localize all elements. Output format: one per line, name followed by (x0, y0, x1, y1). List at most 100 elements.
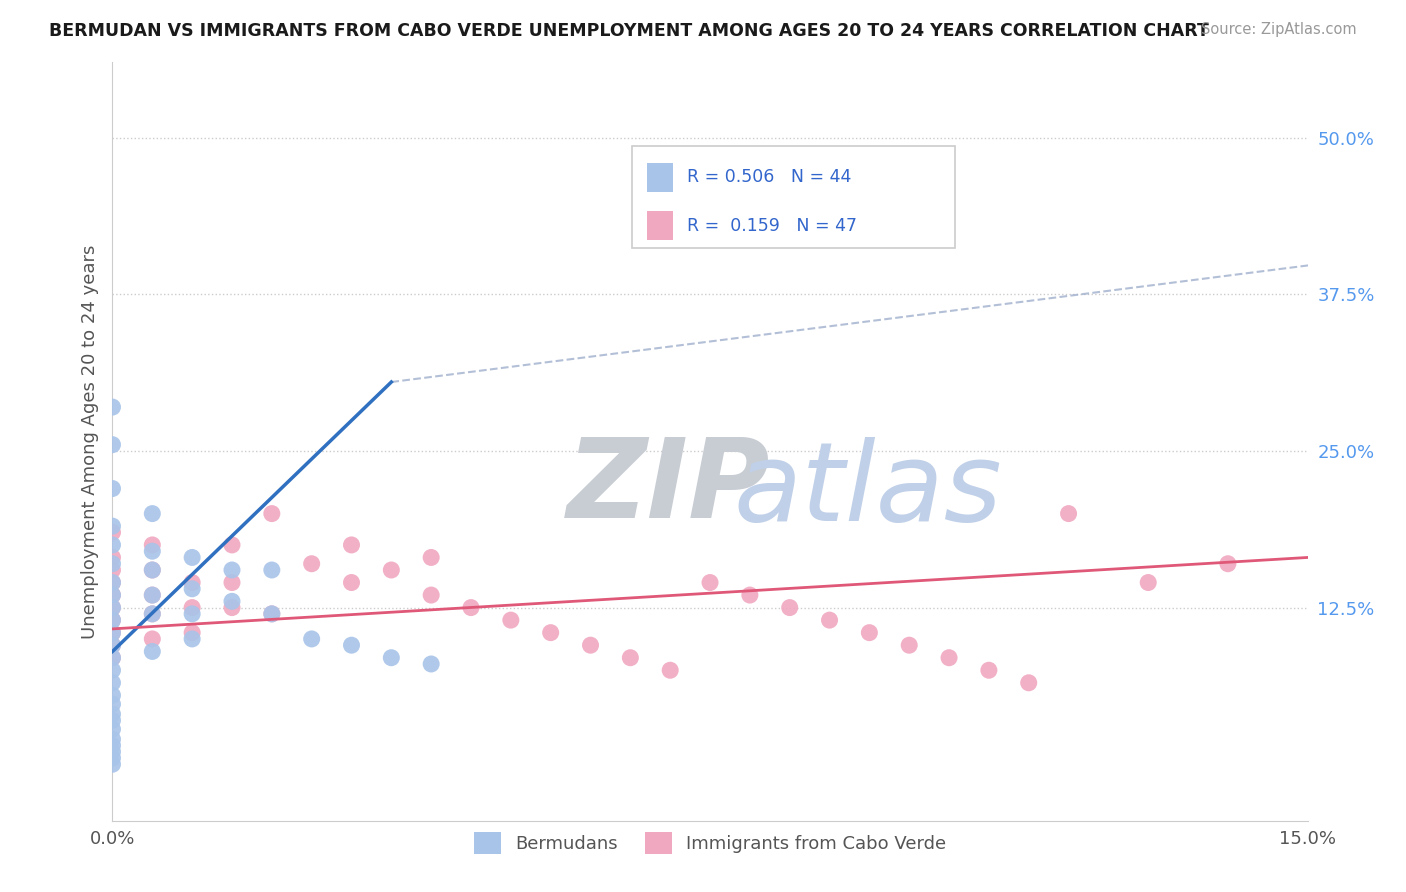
Legend: Bermudans, Immigrants from Cabo Verde: Bermudans, Immigrants from Cabo Verde (467, 824, 953, 861)
Point (141, 632, 163, 646)
Point (101, 588, 124, 602)
Point (141, 507, 163, 521)
Point (141, 607, 163, 621)
Point (818, 613, 841, 627)
Text: R = 0.506   N = 44: R = 0.506 N = 44 (688, 169, 852, 186)
Point (101, 550, 124, 565)
Point (340, 575, 363, 590)
Text: ZIP: ZIP (567, 434, 770, 541)
Text: R =  0.159   N = 47: R = 0.159 N = 47 (688, 217, 858, 235)
Point (101, 400, 124, 414)
Point (858, 625, 880, 640)
Text: Source: ZipAtlas.com: Source: ZipAtlas.com (1201, 22, 1357, 37)
Point (101, 557, 124, 571)
Point (101, 638, 124, 652)
Point (380, 563, 402, 577)
Point (420, 550, 443, 565)
Point (141, 544, 163, 558)
Point (460, 600, 482, 615)
Point (101, 600, 124, 615)
Point (221, 538, 243, 552)
Point (181, 632, 204, 646)
Point (101, 625, 124, 640)
Point (301, 557, 323, 571)
Point (181, 600, 204, 615)
Point (938, 650, 960, 665)
Point (101, 538, 124, 552)
Point (101, 638, 124, 652)
Point (101, 482, 124, 496)
Point (779, 600, 801, 615)
Point (221, 600, 243, 615)
Point (101, 625, 124, 640)
Point (221, 563, 243, 577)
Point (260, 563, 283, 577)
FancyBboxPatch shape (633, 145, 955, 248)
Point (101, 650, 124, 665)
Point (141, 588, 163, 602)
Point (898, 638, 921, 652)
Point (101, 714, 124, 728)
Point (141, 607, 163, 621)
Point (221, 575, 243, 590)
Point (101, 722, 124, 736)
Point (101, 697, 124, 711)
Point (181, 625, 204, 640)
Point (260, 607, 283, 621)
Point (101, 689, 124, 703)
Point (619, 650, 641, 665)
Point (260, 507, 283, 521)
Point (101, 745, 124, 759)
Point (101, 650, 124, 665)
Point (141, 538, 163, 552)
Point (101, 588, 124, 602)
Point (420, 588, 443, 602)
Point (101, 525, 124, 540)
Point (579, 638, 602, 652)
Point (260, 607, 283, 621)
Point (1018, 675, 1040, 690)
Point (141, 644, 163, 658)
Point (101, 613, 124, 627)
Point (977, 663, 1000, 677)
Point (659, 663, 682, 677)
Point (101, 675, 124, 690)
Point (699, 575, 721, 590)
Point (540, 625, 562, 640)
Bar (647, 211, 673, 240)
Point (101, 751, 124, 765)
Point (141, 563, 163, 577)
Point (181, 607, 204, 621)
Point (101, 707, 124, 722)
Point (340, 638, 363, 652)
Point (101, 519, 124, 533)
Point (301, 632, 323, 646)
Point (1216, 557, 1239, 571)
Point (101, 739, 124, 753)
Point (1057, 507, 1080, 521)
Bar (647, 163, 673, 192)
Point (101, 663, 124, 677)
Point (101, 575, 124, 590)
Text: BERMUDAN VS IMMIGRANTS FROM CABO VERDE UNEMPLOYMENT AMONG AGES 20 TO 24 YEARS CO: BERMUDAN VS IMMIGRANTS FROM CABO VERDE U… (49, 22, 1209, 40)
Point (181, 582, 204, 596)
Point (101, 563, 124, 577)
Point (499, 613, 522, 627)
Point (101, 757, 124, 772)
Y-axis label: Unemployment Among Ages 20 to 24 years: Unemployment Among Ages 20 to 24 years (80, 244, 98, 639)
Point (101, 732, 124, 747)
Point (221, 594, 243, 608)
Point (101, 600, 124, 615)
Point (1137, 575, 1160, 590)
Point (141, 563, 163, 577)
Point (380, 650, 402, 665)
Point (340, 538, 363, 552)
Text: atlas: atlas (734, 437, 1002, 544)
Point (101, 575, 124, 590)
Point (101, 438, 124, 452)
Point (101, 613, 124, 627)
Point (181, 575, 204, 590)
Point (141, 588, 163, 602)
Point (181, 550, 204, 565)
Point (420, 657, 443, 671)
